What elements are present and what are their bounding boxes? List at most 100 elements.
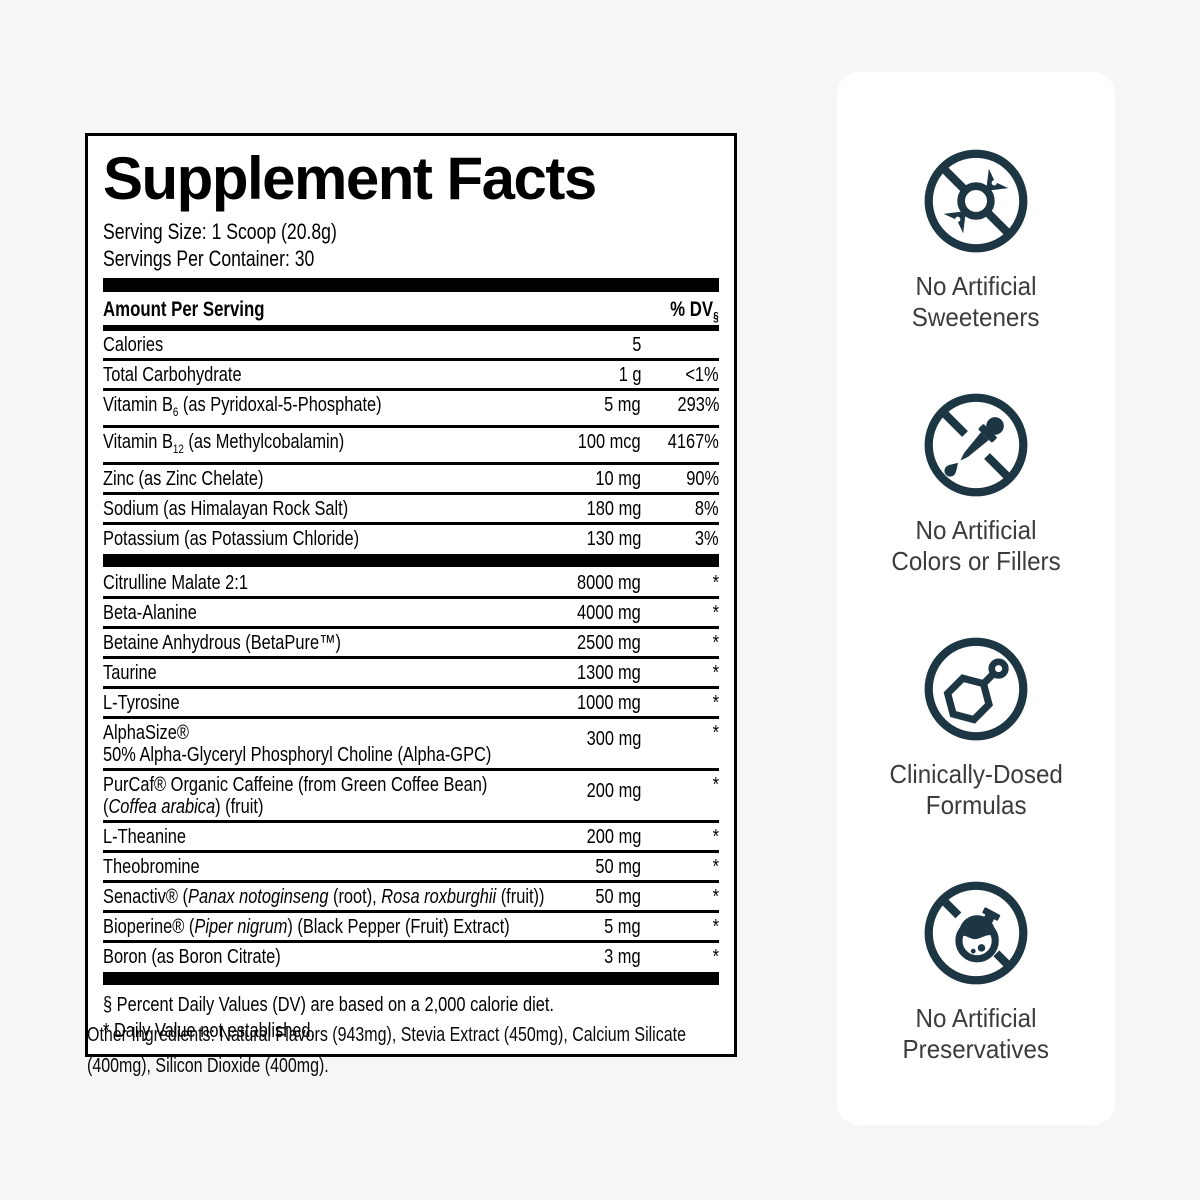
footnote-not-established: * Daily Value not established. <box>103 1019 316 1043</box>
badge-clinically-dosed: Clinically-Dosed Formulas <box>883 634 1069 821</box>
badge-label-line2: Sweeteners <box>912 302 1040 332</box>
nutrient-row: Vitamin B6 (as Pyridoxal-5-Phosphate) 5 m… <box>103 388 719 425</box>
nutrient-dv: * <box>712 885 719 909</box>
table-header: Amount Per Serving % DV§ <box>103 294 719 324</box>
nutrient-name: Senactiv® (Panax notoginseng (root), Ros… <box>103 885 545 909</box>
nutrient-row: Calories 5 <box>103 331 719 358</box>
badge-label-line1: Clinically-Dosed <box>889 759 1063 789</box>
nutrient-name: Citrulline Malate 2:1 <box>103 571 248 595</box>
badge-no-artificial-colors: No Artificial Colors or Fillers <box>885 390 1067 577</box>
servings-per-container: Servings Per Container: 30 <box>103 246 315 272</box>
nutrient-amount: 50 mg <box>595 885 641 909</box>
nutrient-name: PurCaf® Organic Caffeine (from Green Cof… <box>103 774 596 818</box>
nutrient-row: L-Theanine 200 mg * <box>103 820 719 850</box>
nutrient-name: Bioperine® (Piper nigrum) (Black Pepper … <box>103 915 510 939</box>
nutrient-dv: * <box>712 825 719 849</box>
nutrient-name: L-Tyrosine <box>103 691 180 715</box>
feature-badge-card: No Artificial Sweeteners No Artificial C… <box>837 72 1115 1125</box>
nutrient-amount: 50 mg <box>595 855 641 879</box>
nutrient-row: AlphaSize® 50% Alpha-Glyceryl Phosphoryl … <box>103 716 719 768</box>
nutrient-amount: 5 mg <box>604 915 641 939</box>
nutrient-dv: * <box>712 855 719 879</box>
nutrient-name: Theobromine <box>103 855 200 879</box>
no-artificial-colors-icon <box>924 393 1028 497</box>
nutrient-row: Betaine Anhydrous (BetaPure™) 2500 mg * <box>103 626 719 656</box>
nutrient-name-line2: 50% Alpha-Glyceryl Phosphoryl Choline (A… <box>103 743 492 767</box>
nutrient-row: Taurine 1300 mg * <box>103 656 719 686</box>
nutrient-amount: 10 mg <box>595 467 641 491</box>
badge-label-line1: No Artificial <box>915 515 1037 545</box>
other-ingredients-line1: Other Ingredients: Natural Flavors (943m… <box>87 1023 686 1046</box>
header-divider <box>103 325 719 332</box>
percent-dv-header: % DV§ <box>670 298 719 325</box>
nutrient-amount: 130 mg <box>586 527 641 551</box>
nutrient-amount: 1300 mg <box>577 661 641 685</box>
nutrient-name-line2: (Coffea arabica) (fruit) <box>103 795 264 819</box>
nutrient-row: Theobromine 50 mg * <box>103 850 719 880</box>
nutrient-row: L-Tyrosine 1000 mg * <box>103 686 719 716</box>
badge-no-artificial-preservatives: No Artificial Preservatives <box>897 878 1055 1065</box>
nutrient-dv: * <box>712 721 719 745</box>
nutrient-dv: 293% <box>677 393 719 417</box>
nutrient-dv: * <box>712 631 719 655</box>
amount-per-serving-header: Amount Per Serving <box>103 298 265 322</box>
nutrient-dv: * <box>712 945 719 969</box>
serving-size: Serving Size: 1 Scoop (20.8g) <box>103 219 337 245</box>
nutrient-row: Vitamin B12 (as Methylcobalamin) 100 mcg 4… <box>103 425 719 462</box>
nutrient-amount: 8000 mg <box>577 571 641 595</box>
other-ingredients-line2: (400mg), Silicon Dioxide (400mg). <box>87 1054 329 1077</box>
nutrient-row: Zinc (as Zinc Chelate) 10 mg 90% <box>103 462 719 492</box>
nutrient-name: Calories <box>103 333 164 357</box>
nutrient-amount: 1 g <box>618 363 641 387</box>
nutrient-name: Potassium (as Potassium Chloride) <box>103 527 360 551</box>
badge-no-artificial-sweeteners: No Artificial Sweeteners <box>907 146 1044 333</box>
nutrient-name: Vitamin B6 (as Pyridoxal-5-Phosphate) <box>103 393 382 420</box>
nutrient-row: Beta-Alanine 4000 mg * <box>103 596 719 626</box>
nutrient-amount: 300 mg <box>586 727 641 751</box>
section-divider-thick <box>103 554 719 568</box>
nutrient-dv: * <box>712 691 719 715</box>
nutrient-name: Boron (as Boron Citrate) <box>103 945 281 969</box>
other-ingredients: Other Ingredients: Natural Flavors (943m… <box>87 1019 855 1081</box>
nutrient-row: Senactiv® (Panax notoginseng (root), Ros… <box>103 880 719 910</box>
nutrient-row: PurCaf® Organic Caffeine (from Green Cof… <box>103 768 719 820</box>
nutrient-amount: 200 mg <box>586 825 641 849</box>
nutrient-amount: 2500 mg <box>577 631 641 655</box>
nutrient-amount: 4000 mg <box>577 601 641 625</box>
nutrient-amount: 5 mg <box>604 393 641 417</box>
badge-label-line1: No Artificial <box>915 1003 1037 1033</box>
nutrient-dv: * <box>712 661 719 685</box>
nutrient-row: Bioperine® (Piper nigrum) (Black Pepper … <box>103 910 719 940</box>
nutrient-amount: 5 <box>631 333 641 357</box>
nutrient-row: Citrulline Malate 2:1 8000 mg * <box>103 569 719 596</box>
nutrient-amount: 200 mg <box>586 779 641 803</box>
nutrient-name: Sodium (as Himalayan Rock Salt) <box>103 497 349 521</box>
nutrient-dv: 4167% <box>667 430 719 454</box>
nutrient-name: Vitamin B12 (as Methylcobalamin) <box>103 430 345 457</box>
nutrient-amount: 3 mg <box>604 945 641 969</box>
nutrient-row: Total Carbohydrate 1 g <1% <box>103 358 719 388</box>
no-artificial-sweeteners-icon <box>924 149 1028 253</box>
footnote-daily-values: § Percent Daily Values (DV) are based on… <box>103 993 554 1017</box>
nutrient-row: Boron (as Boron Citrate) 3 mg * <box>103 940 719 970</box>
nutrient-dv: * <box>712 571 719 595</box>
nutrient-dv: * <box>712 773 719 797</box>
clinically-dosed-icon <box>924 637 1028 741</box>
nutrient-name: L-Theanine <box>103 825 186 849</box>
nutrient-amount: 180 mg <box>586 497 641 521</box>
nutrient-dv: 3% <box>695 527 719 551</box>
supplement-facts-panel: Supplement Facts Serving Size: 1 Scoop (… <box>85 133 737 1058</box>
nutrient-name: Betaine Anhydrous (BetaPure™) <box>103 631 341 655</box>
badge-label-line2: Preservatives <box>902 1034 1050 1064</box>
badge-label-line2: Colors or Fillers <box>891 546 1061 576</box>
badge-label-line1: No Artificial <box>915 271 1037 301</box>
no-artificial-preservatives-icon <box>924 881 1028 985</box>
nutrient-amount: 100 mcg <box>578 430 641 454</box>
nutrient-row: Sodium (as Himalayan Rock Salt) 180 mg 8% <box>103 492 719 522</box>
nutrient-dv: 8% <box>695 497 719 521</box>
nutrient-name: Total Carbohydrate <box>103 363 242 387</box>
nutrient-dv: * <box>712 915 719 939</box>
nutrient-name: Beta-Alanine <box>103 601 197 625</box>
section-divider-thick <box>103 278 719 293</box>
panel-title: Supplement Facts <box>103 145 597 212</box>
